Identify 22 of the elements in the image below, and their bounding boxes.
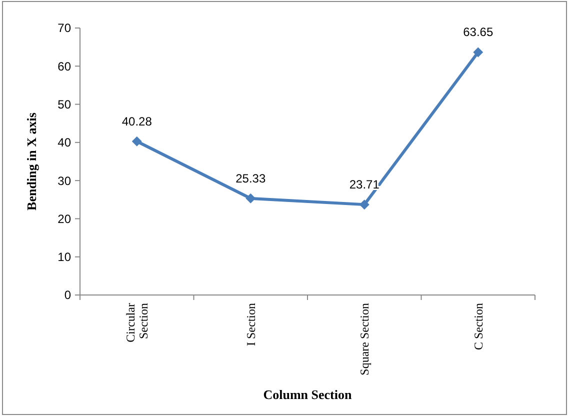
point bbox=[473, 47, 484, 58]
y-axis-title: Bending in X axis bbox=[24, 112, 39, 210]
data-label: 63.65 bbox=[463, 25, 494, 40]
x-tick-label: Circular Section bbox=[123, 303, 151, 342]
y-tick-label: 40 bbox=[58, 136, 72, 150]
data-label: 23.71 bbox=[349, 178, 380, 192]
data-label: 25.33 bbox=[236, 171, 266, 186]
y-tick-label: 60 bbox=[58, 59, 72, 74]
y-tick-label: 50 bbox=[58, 97, 72, 112]
y-tick-label: 10 bbox=[58, 250, 72, 264]
point bbox=[359, 200, 370, 210]
x-axis-title: Column Section bbox=[263, 387, 353, 402]
point bbox=[246, 193, 256, 204]
x-tick-label: I Section bbox=[244, 303, 258, 346]
data-label: 40.28 bbox=[122, 114, 152, 128]
y-tick-label: 30 bbox=[58, 174, 72, 188]
x-tick-label: Square Section bbox=[358, 303, 372, 376]
x-tick-label: C Section bbox=[471, 303, 486, 350]
point bbox=[132, 136, 142, 146]
y-tick-label: 0 bbox=[64, 288, 72, 302]
y-tick-label: 20 bbox=[58, 212, 72, 226]
y-tick-label: 70 bbox=[58, 21, 72, 36]
